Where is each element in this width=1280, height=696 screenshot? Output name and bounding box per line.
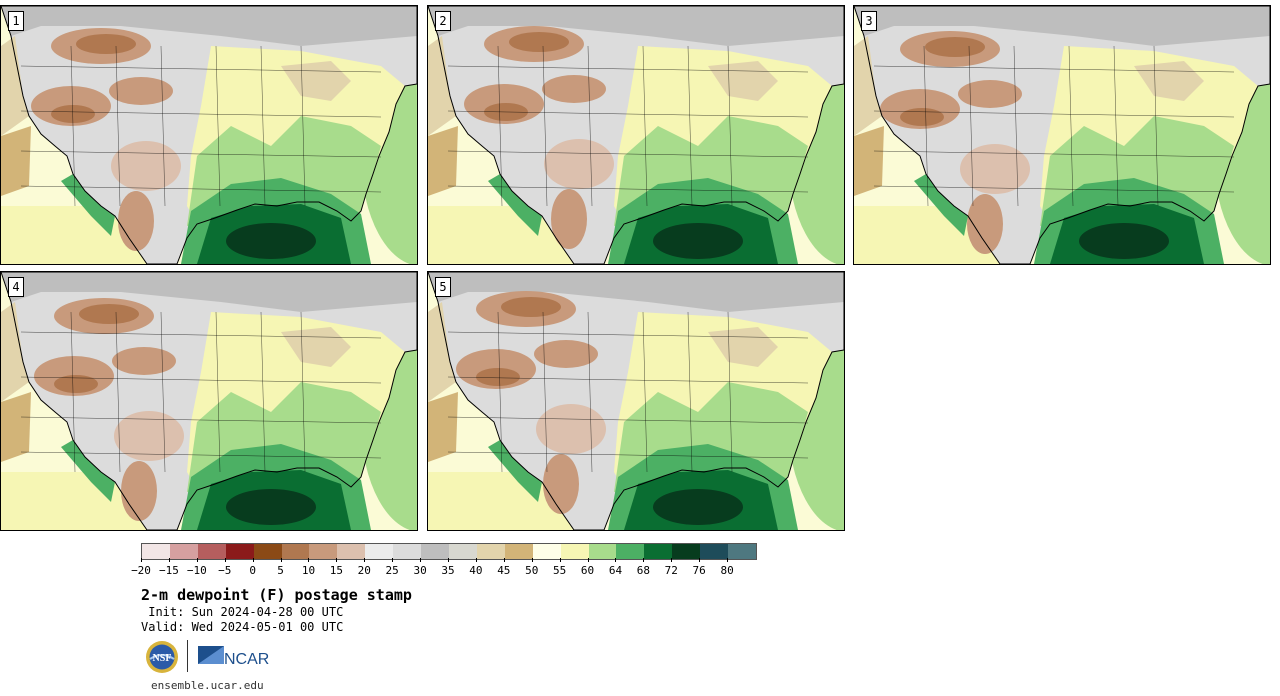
colorbar-tick-label: −20 [131,564,151,577]
colorbar-tick [141,558,142,562]
colorbar-tick [531,558,533,562]
colorbar-tick [727,558,729,562]
colorbar-swatch [672,544,701,559]
colorbar-tick-label: 35 [441,564,455,577]
colorbar-tick-label: −15 [158,564,179,577]
panel-label: 3 [861,11,877,31]
logo-divider [187,640,188,672]
nsf-logo: NSF [146,641,178,673]
colorbar-tick-label: 40 [469,564,483,577]
colorbar-tick [280,558,282,562]
panel-label: 2 [435,11,451,31]
colorbar-tick [252,558,254,562]
colorbar [141,543,757,560]
colorbar-tick-label: 20 [357,564,371,577]
colorbar-tick-label: 68 [636,564,650,577]
colorbar-tick [168,558,170,562]
colorbar-tick-label: 64 [608,564,623,577]
dewpoint-map [854,6,1270,264]
map-panel-5: 5 [427,271,845,531]
panel-label: 5 [435,277,451,297]
colorbar-tick-label: 50 [525,564,539,577]
colorbar-swatch [644,544,673,559]
colorbar-tick [196,558,198,562]
colorbar-tick [392,558,394,562]
colorbar-tick [420,558,422,562]
colorbar-swatch [393,544,422,559]
colorbar-tick [559,558,561,562]
colorbar-tick-label: 10 [301,564,316,577]
dewpoint-map [428,272,844,530]
colorbar-tick [587,558,589,562]
nsf-logo-text: NSF [153,653,172,664]
colorbar-tick [336,558,338,562]
map-panel-1: 1 [0,5,418,265]
map-panel-4: 4 [0,271,418,531]
colorbar-tick-label: 5 [277,564,284,577]
colorbar-tick-label: 60 [580,564,595,577]
colorbar-swatch [532,544,561,559]
colorbar-tick-label: 0 [249,564,256,577]
colorbar-tick-label: 25 [385,564,399,577]
colorbar-tick-label: 76 [692,564,706,577]
colorbar-tick-label: −10 [186,564,207,577]
colorbar-swatch [588,544,617,559]
colorbar-swatch [504,544,533,559]
colorbar-swatch [365,544,394,559]
colorbar-tick [364,558,366,562]
colorbar-swatch [700,544,729,559]
colorbar-swatch [337,544,366,559]
colorbar-tick [643,558,645,562]
colorbar-tick-label: 15 [329,564,343,577]
colorbar-swatch [169,544,198,559]
colorbar-tick [475,558,477,562]
colorbar-tick [699,558,701,562]
colorbar-tick-label: −5 [218,564,232,577]
colorbar-swatch [309,544,338,559]
dewpoint-map [428,6,844,264]
page-title: 2-m dewpoint (F) postage stamp [141,586,412,604]
colorbar-swatch [142,544,170,559]
colorbar-tick-label: 30 [413,564,427,577]
colorbar-ticks: −20 −15 −10 −5 0 5 10 15 20 25 30 35 40 45 50 55 60 64 68 7… [131,558,761,584]
colorbar-swatch [616,544,645,559]
panel-label: 1 [8,11,24,31]
ncar-logo: NCAR [198,646,269,668]
colorbar-swatch [225,544,254,559]
colorbar-tick-label: 45 [497,564,511,577]
colorbar-tick [503,558,505,562]
colorbar-tick-label: 55 [553,564,567,577]
colorbar-swatch [448,544,477,559]
colorbar-swatch [560,544,589,559]
init-time: Init: Sun 2024-04-28 00 UTC [141,605,344,619]
colorbar-tick [448,558,449,562]
valid-time: Valid: Wed 2024-05-01 00 UTC [141,620,344,634]
colorbar-tick [671,558,673,562]
colorbar-swatch [197,544,226,559]
colorbar-tick [308,558,310,562]
colorbar-swatch [253,544,282,559]
colorbar-swatch [421,544,449,559]
colorbar-tick-label: 80 [720,564,734,577]
colorbar-swatch [476,544,505,559]
ncar-logo-text: NCAR [224,651,269,668]
colorbar-tick-label: 72 [664,564,678,577]
colorbar-swatch [281,544,310,559]
map-panel-2: 2 [427,5,845,265]
dewpoint-map [1,272,417,530]
panel-label: 4 [8,277,24,297]
dewpoint-map [1,6,417,264]
site-url: ensemble.ucar.edu [151,679,264,692]
colorbar-tick [615,558,617,562]
colorbar-tick [224,558,226,562]
colorbar-swatch [728,544,756,559]
map-panel-3: 3 [853,5,1271,265]
